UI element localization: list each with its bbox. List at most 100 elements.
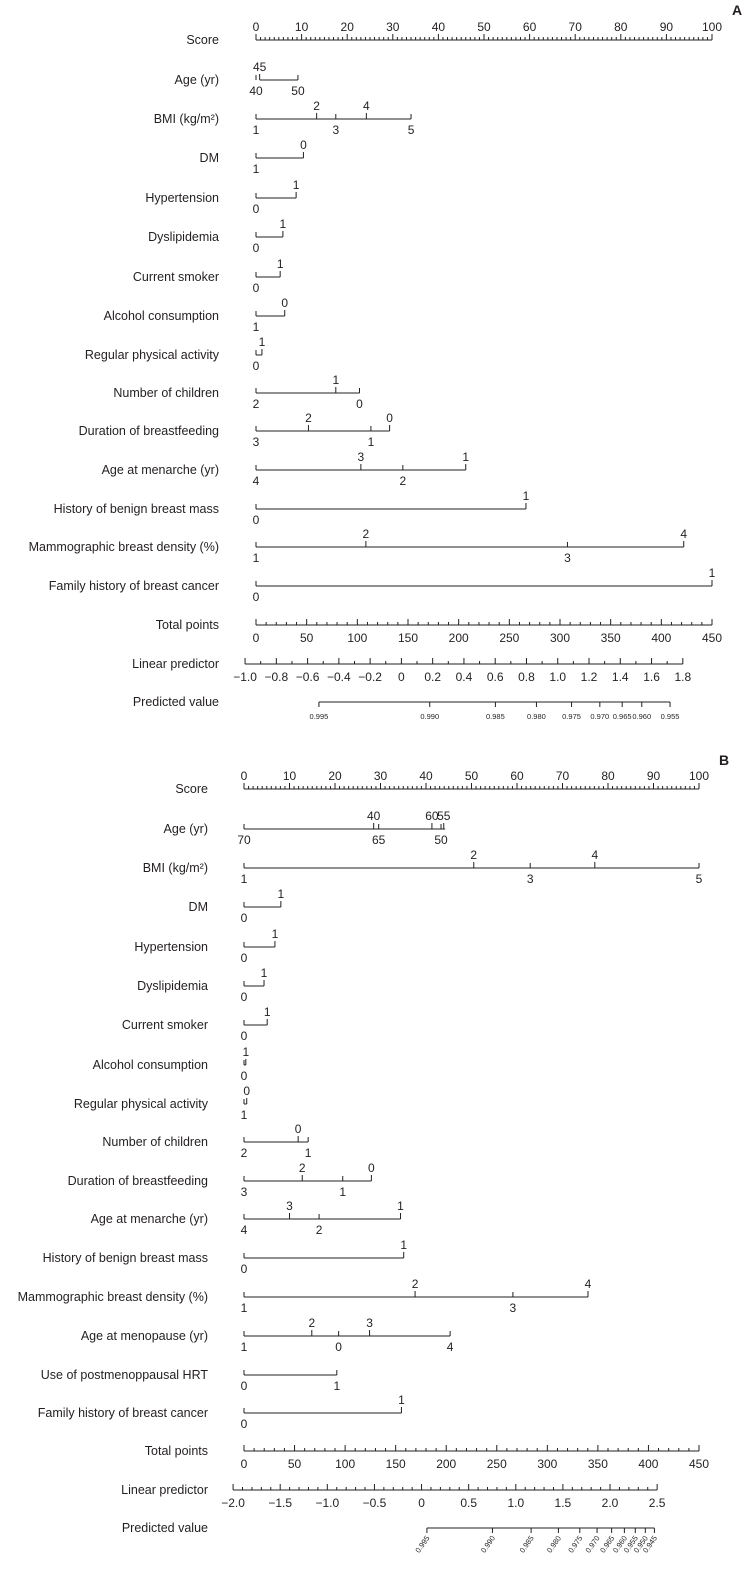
tick-label: 0.970	[584, 1534, 602, 1555]
row-label: BMI (kg/m²)	[154, 112, 219, 126]
nomogram-row: Age at menarche (yr) 4 2 3 1	[102, 450, 470, 488]
row-label: History of benign breast mass	[43, 1251, 208, 1265]
row-label: Duration of breastfeeding	[79, 424, 219, 438]
tick-label: 30	[374, 769, 388, 783]
tick-label: 1.6	[643, 670, 660, 684]
nomogram-row: Predicted value 0.995 0.990 0.985 0.980 0.975…	[122, 1521, 659, 1555]
value-label: 1	[293, 178, 300, 192]
row-label: Hypertension	[145, 191, 219, 205]
value-label: 2	[399, 474, 406, 488]
value-label: 3	[253, 435, 260, 449]
tick-label: 20	[328, 769, 342, 783]
row-label: Regular physical activity	[85, 348, 220, 362]
tick-label: 250	[499, 631, 519, 645]
tick-label: 70	[569, 20, 583, 34]
tick-label: 0.985	[518, 1534, 536, 1555]
value-label: 2	[363, 527, 370, 541]
value-label: 4	[585, 1277, 592, 1291]
tick-label: 0.965	[613, 712, 632, 721]
tick-label: 0.955	[661, 712, 680, 721]
tick-label: 0.8	[518, 670, 535, 684]
tick-label: 2.0	[602, 1496, 619, 1510]
value-label: 1	[709, 566, 716, 580]
nomogram-row: Score 0 10 20 30 40 50 60 70 80 90 100	[175, 769, 709, 796]
tick-label: 0.995	[413, 1534, 431, 1555]
tick-label: 350	[601, 631, 621, 645]
nomogram-row: Age at menopause (yr) 1 0 4 2 3	[81, 1316, 454, 1354]
tick-label: 400	[638, 1457, 658, 1471]
value-label: 1	[241, 1340, 248, 1354]
row-label: Use of postmenoppausal HRT	[41, 1368, 209, 1382]
tick-label: 40	[419, 769, 433, 783]
value-label: 3	[358, 450, 365, 464]
nomogram-row: Use of postmenoppausal HRT 0 1	[41, 1368, 341, 1393]
tick-label: 1.8	[674, 670, 691, 684]
value-label: 1	[261, 966, 268, 980]
row-label: Mammographic breast density (%)	[29, 540, 219, 554]
row-label: Predicted value	[122, 1521, 208, 1535]
value-label: 1	[253, 123, 260, 137]
nomogram-row: Hypertension 0 1	[145, 178, 299, 216]
tick-label: 150	[386, 1457, 406, 1471]
tick-label: 450	[689, 1457, 709, 1471]
value-label: 0	[253, 513, 260, 527]
value-label: 2	[241, 1146, 248, 1160]
row-label: Alcohol consumption	[93, 1058, 208, 1072]
value-label: 65	[372, 833, 386, 847]
nomogram-row: Number of children 2 0 1	[113, 373, 363, 411]
value-label: 5	[408, 123, 415, 137]
tick-label: 50	[465, 769, 479, 783]
row-label: Age at menarche (yr)	[102, 463, 219, 477]
tick-label: 0.4	[456, 670, 473, 684]
value-label: 0	[300, 138, 307, 152]
nomogram-row: Age (yr) 40 50 45	[175, 60, 305, 98]
row-label: Age at menopause (yr)	[81, 1329, 208, 1343]
tick-label: 200	[436, 1457, 456, 1471]
tick-label: 0.990	[420, 712, 439, 721]
value-label: 40	[249, 84, 263, 98]
row-label: BMI (kg/m²)	[143, 861, 208, 875]
row-label: Linear predictor	[132, 657, 219, 671]
value-label: 0	[253, 590, 260, 604]
nomogram-row: DM 1 0	[200, 138, 308, 176]
value-label: 1	[462, 450, 469, 464]
value-label: 1	[264, 1005, 271, 1019]
row-label: Duration of breastfeeding	[68, 1174, 208, 1188]
tick-label: 0.970	[590, 712, 609, 721]
tick-label: 90	[660, 20, 674, 34]
row-label: Age (yr)	[175, 73, 219, 87]
value-label: 3	[510, 1301, 517, 1315]
value-label: 0	[241, 1379, 248, 1393]
tick-label: −1.0	[315, 1496, 339, 1510]
value-label: 0	[241, 911, 248, 925]
value-label: 1	[339, 1185, 346, 1199]
value-label: 4	[253, 474, 260, 488]
value-label: 5	[696, 872, 703, 886]
value-label: 3	[564, 551, 571, 565]
value-label: 0	[356, 397, 363, 411]
row-label: Alcohol consumption	[104, 309, 219, 323]
nomogram-row: Duration of breastfeeding 3 1 2 0	[79, 411, 394, 449]
value-label: 1	[241, 1108, 248, 1122]
tick-label: 50	[300, 631, 314, 645]
tick-label: 1.0	[507, 1496, 524, 1510]
panel-b-letter: B	[719, 752, 729, 768]
row-label: Predicted value	[133, 695, 219, 709]
value-label: 70	[237, 833, 251, 847]
row-label: Age at menarche (yr)	[91, 1212, 208, 1226]
value-label: 1	[278, 887, 285, 901]
tick-label: −0.4	[327, 670, 351, 684]
nomogram-row: Family history of breast cancer 0 1	[38, 1393, 405, 1431]
value-label: 0	[243, 1084, 250, 1098]
tick-label: 10	[283, 769, 297, 783]
tick-label: 150	[398, 631, 418, 645]
value-label: 1	[241, 872, 248, 886]
nomogram-row: DM 0 1	[189, 887, 285, 925]
value-label: 4	[241, 1223, 248, 1237]
nomogram-row: History of benign breast mass 0 1	[43, 1238, 408, 1276]
tick-label: 0.980	[527, 712, 546, 721]
